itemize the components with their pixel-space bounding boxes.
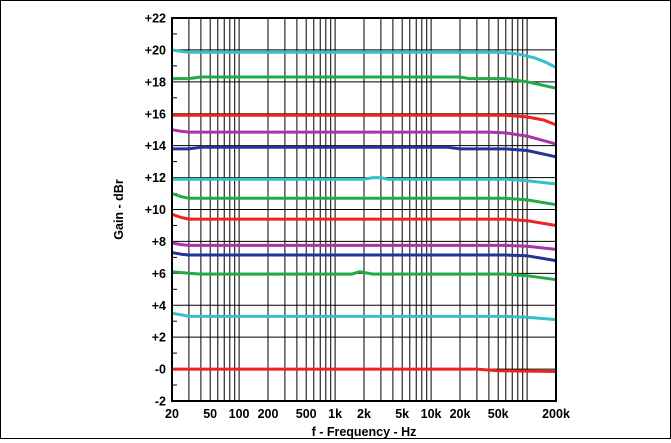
y-tick-label: +10 — [145, 203, 166, 217]
x-tick-label: 50 — [203, 407, 217, 421]
x-tick-label: 10k — [421, 407, 442, 421]
x-tick-label: 200k — [542, 407, 570, 421]
x-tick-label: 2k — [357, 407, 371, 421]
series-line-2 — [172, 75, 557, 90]
series-line-1 — [171, 48, 557, 69]
y-tick-label: +8 — [152, 235, 166, 249]
series-line-8 — [171, 212, 557, 227]
y-tick-label: +16 — [145, 107, 166, 121]
x-tick-label: 20k — [450, 407, 471, 421]
tick-labels: 20 50 100 200 500 1k 2k 5k 10k 20k 50k 200k +22 +20 +1… — [145, 12, 570, 422]
series-group — [171, 48, 557, 373]
x-tick-label: 5k — [395, 407, 409, 421]
y-tick-label: +14 — [145, 139, 166, 153]
series-line-6 — [172, 176, 557, 186]
x-tick-label: 20 — [165, 407, 179, 421]
y-tick-label: +20 — [145, 43, 166, 57]
x-tick-label: 500 — [296, 407, 317, 421]
y-tick-label: -0 — [155, 363, 166, 377]
series-line-4 — [171, 128, 557, 146]
x-axis-title: f - Frequency - Hz — [312, 425, 417, 438]
plot-border — [171, 17, 557, 402]
y-tick-label: +2 — [152, 331, 166, 345]
y-axis-title: Gain - dBr — [112, 179, 126, 240]
y-tick-label: +6 — [152, 267, 166, 281]
x-tick-label: 50k — [488, 407, 509, 421]
x-tick-label: 200 — [258, 407, 279, 421]
y-tick-label: +18 — [145, 75, 166, 89]
series-line-3 — [172, 113, 557, 127]
y-tick-label: +22 — [145, 12, 166, 26]
x-tick-label: 1k — [328, 407, 342, 421]
series-line-7 — [171, 192, 557, 207]
y-tick-label: +4 — [152, 299, 166, 313]
series-line-12 — [171, 311, 557, 322]
grid — [172, 18, 556, 401]
series-line-13 — [172, 367, 557, 373]
series-line-5 — [172, 145, 557, 159]
y-tick-label: -2 — [155, 395, 166, 409]
x-tick-label: 100 — [229, 407, 250, 421]
series-line-9 — [171, 241, 557, 251]
series-line-10 — [171, 251, 557, 263]
series-line-11 — [171, 270, 557, 282]
y-tick-label: +12 — [145, 171, 166, 185]
